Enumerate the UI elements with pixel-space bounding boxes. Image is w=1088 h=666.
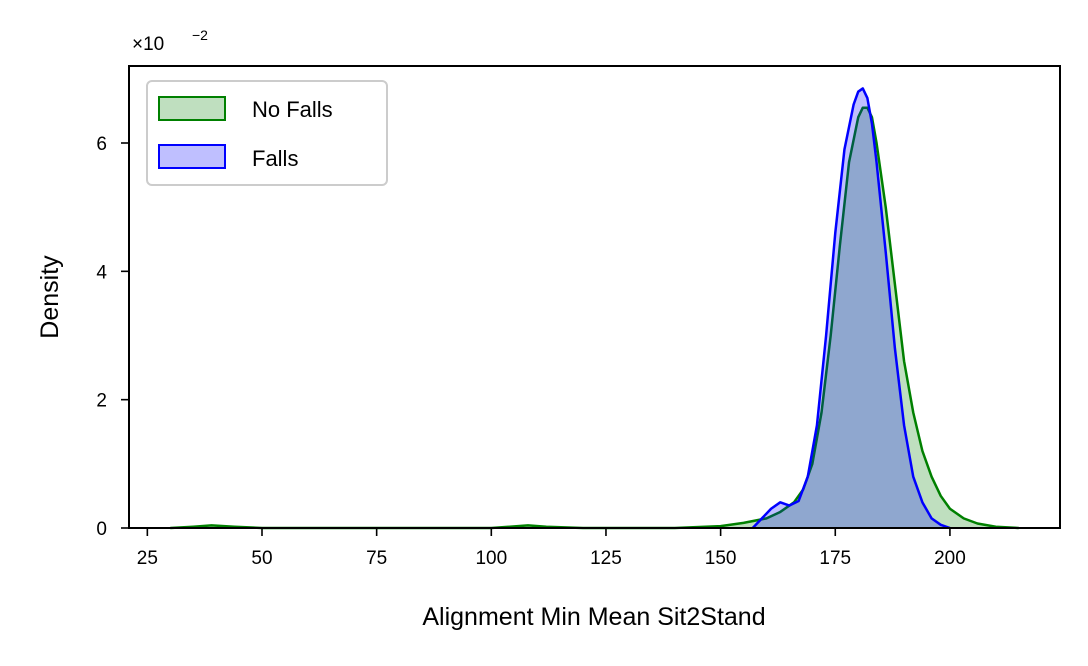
y-tick-label: 0 (96, 519, 107, 540)
y-scale-factor: ×10 −2 (132, 27, 208, 55)
legend-swatch-no-falls (158, 96, 226, 121)
y-tick-label: 6 (96, 134, 107, 155)
legend: No Falls Falls (146, 80, 388, 186)
x-tick-label: 50 (251, 548, 272, 569)
x-axis-title: Alignment Min Mean Sit2Stand (422, 603, 765, 631)
legend-box (146, 80, 388, 186)
y-tick-label: 2 (96, 391, 107, 412)
legend-item-no-falls: No Falls (158, 96, 333, 122)
legend-item-falls: Falls (158, 144, 298, 171)
plot-frame (128, 65, 1061, 529)
x-tick-label: 175 (819, 548, 851, 569)
series-area-no-falls (170, 107, 1019, 529)
y-scale-exponent: −2 (192, 27, 208, 43)
legend-label-falls: Falls (252, 146, 298, 171)
x-tick-label: 200 (934, 548, 966, 569)
x-tick-label: 75 (366, 548, 387, 569)
ticks-layer: 25 50 75 100 125 150 175 200 0 2 4 6 (96, 134, 965, 569)
x-tick-label: 125 (590, 548, 622, 569)
y-tick-label: 4 (96, 262, 107, 283)
y-axis-title: Density (36, 255, 64, 339)
series-line-falls (751, 87, 951, 530)
x-tick-label: 25 (137, 548, 158, 569)
legend-label-no-falls: No Falls (252, 97, 333, 122)
series-area-falls (752, 88, 950, 529)
y-scale-base: ×10 (132, 34, 164, 55)
x-tick-label: 150 (705, 548, 737, 569)
x-tick-label: 100 (475, 548, 507, 569)
legend-swatch-falls (158, 144, 226, 169)
